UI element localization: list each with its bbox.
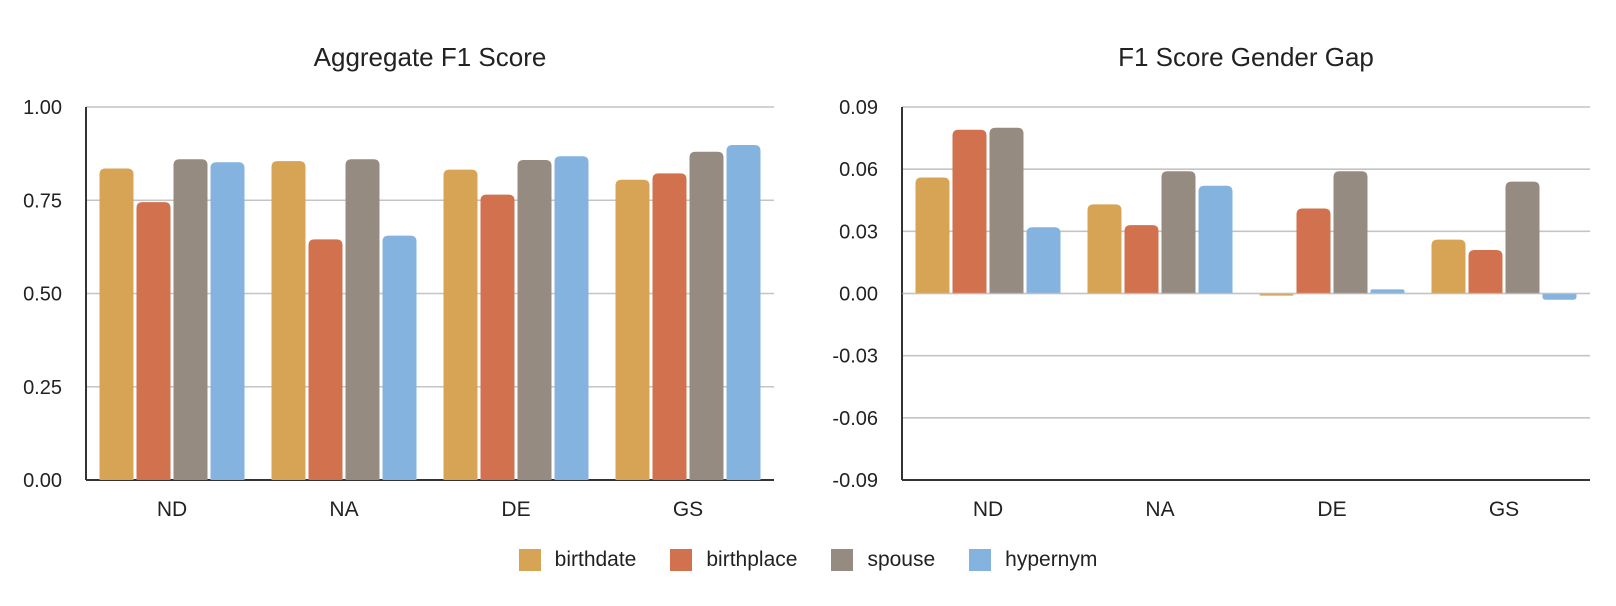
- chart-1-ytick-label: 0.75: [23, 190, 62, 212]
- chart-2-xtick-label: DE: [1317, 498, 1346, 521]
- chart-2-bar-birthplace-NA: [1124, 225, 1159, 294]
- chart-1-bar-birthdate-DE: [443, 169, 478, 480]
- chart-2-xtick-label: ND: [973, 498, 1003, 521]
- legend-swatch-birthplace: [670, 549, 693, 571]
- legend-item-birthdate: birthdate: [518, 548, 637, 572]
- chart-1-xtick-label: ND: [157, 498, 187, 521]
- chart-1-bar-birthdate-GS: [615, 179, 650, 481]
- chart-1-xtick-label: GS: [673, 498, 703, 521]
- chart-2-bar-spouse-GS: [1505, 181, 1540, 294]
- chart-2-bar-birthdate-GS: [1431, 239, 1466, 294]
- chart-2-ytick-label: 0.09: [839, 97, 878, 119]
- legend-swatch-hypernym: [969, 549, 992, 571]
- chart-1-bar-hypernym-NA: [382, 235, 417, 480]
- chart-1-bar-hypernym-ND: [210, 162, 245, 481]
- chart-2-xtick-label: NA: [1145, 498, 1174, 521]
- legend-swatch-birthdate: [518, 549, 541, 571]
- legend-label-birthdate: birthdate: [554, 548, 637, 571]
- chart-2-title: F1 Score Gender Gap: [1118, 42, 1374, 72]
- chart-2-ytick-label: -0.09: [832, 470, 878, 492]
- chart-1-title: Aggregate F1 Score: [314, 42, 547, 72]
- chart-1-xtick-label: DE: [501, 498, 530, 521]
- chart-2-bar-birthdate-NA: [1087, 204, 1122, 294]
- chart-2-bar-spouse-ND: [989, 127, 1024, 294]
- chart-2-bar-birthplace-ND: [952, 129, 987, 294]
- chart-1-bar-hypernym-GS: [726, 145, 761, 480]
- legend-item-birthplace: birthplace: [670, 548, 797, 572]
- chart-1-ytick-label: 0.50: [23, 284, 62, 306]
- chart-2-bar-spouse-DE: [1333, 171, 1368, 294]
- chart-2-ytick-label: 0.00: [839, 284, 878, 306]
- chart-1-ytick-label: 1.00: [23, 97, 62, 119]
- chart-2-ytick-label: -0.03: [832, 346, 878, 368]
- chart-1-bar-spouse-ND: [173, 159, 208, 480]
- charts-svg: Aggregate F1 Score 1.00 0.75 0.50 0.25 0.00 ND…: [23, 42, 1590, 521]
- chart-2-bar-hypernym-NA: [1198, 185, 1233, 294]
- chart-1-bar-birthdate-ND: [99, 168, 134, 481]
- chart-1-bar-birthplace-ND: [136, 202, 171, 481]
- chart-2-bar-hypernym-DE: [1370, 289, 1405, 294]
- chart-1-ytick-label: 0.00: [23, 470, 62, 492]
- chart-1-bar-spouse-GS: [689, 151, 724, 480]
- chart-2-bar-hypernym-ND: [1026, 227, 1061, 294]
- chart-1-bar-spouse-DE: [517, 159, 552, 480]
- legend-label-birthplace: birthplace: [706, 548, 798, 571]
- legend-label-spouse: spouse: [867, 548, 936, 571]
- chart-1-bar-spouse-NA: [345, 159, 380, 480]
- legend-item-spouse: spouse: [831, 548, 935, 572]
- chart-1-bar-birthplace-DE: [480, 194, 515, 480]
- chart-1-bar-birthplace-GS: [652, 173, 687, 481]
- chart-1-bar-hypernym-DE: [554, 156, 589, 480]
- chart-1-ytick-label: 0.25: [23, 377, 62, 399]
- chart-2-bar-birthdate-ND: [915, 177, 950, 294]
- chart-2-ytick-label: 0.06: [839, 159, 878, 181]
- chart-1-bar-birthdate-NA: [271, 161, 306, 480]
- chart-2-bar-hypernym-GS: [1542, 293, 1577, 300]
- chart-1-bar-birthplace-NA: [308, 239, 343, 480]
- legend-swatch-spouse: [831, 549, 854, 571]
- chart-1-xtick-label: NA: [329, 498, 358, 521]
- chart-2-bar-spouse-NA: [1161, 171, 1196, 294]
- chart-2-xtick-label: GS: [1489, 498, 1519, 521]
- chart-2-ytick-label: 0.03: [839, 221, 878, 243]
- chart-2-ytick-label: -0.06: [832, 408, 878, 430]
- legend: birthdate birthplace spouse hypernym: [0, 548, 1616, 572]
- chart-2-bar-birthplace-DE: [1296, 208, 1331, 294]
- chart-2-bar-birthplace-GS: [1468, 249, 1503, 294]
- legend-item-hypernym: hypernym: [969, 548, 1097, 572]
- legend-label-hypernym: hypernym: [1005, 548, 1098, 571]
